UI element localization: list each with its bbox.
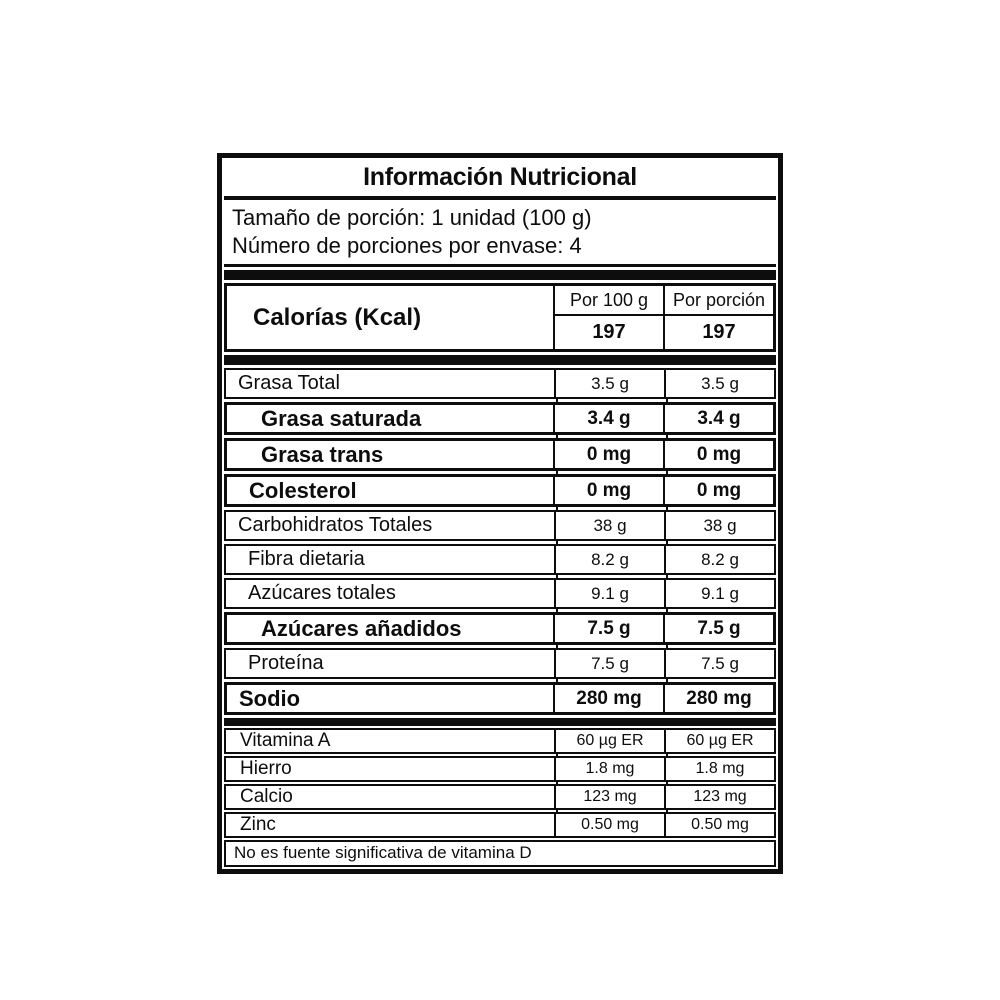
- value-per-100g: 38 g: [554, 512, 664, 539]
- nutrient-name: Grasa Total: [226, 370, 554, 397]
- nutrient-row: Azúcares añadidos 7.5 g 7.5 g: [224, 612, 776, 645]
- nutrient-row: Azúcares totales 9.1 g 9.1 g: [224, 578, 776, 609]
- micronutrient-row: Vitamina A 60 µg ER 60 µg ER: [224, 728, 776, 754]
- nutrient-name: Carbohidratos Totales: [226, 512, 554, 539]
- label-title: Información Nutricional: [224, 160, 776, 200]
- value-per-portion: 3.5 g: [664, 370, 774, 397]
- nutrient-name: Azúcares totales: [226, 580, 554, 607]
- nutrient-row: Carbohidratos Totales 38 g 38 g: [224, 510, 776, 541]
- value-per-100g: 7.5 g: [553, 615, 663, 642]
- calories-section: Calorías (Kcal) Por 100 g Por porción 19…: [224, 283, 776, 352]
- value-per-portion: 9.1 g: [664, 580, 774, 607]
- footnote: No es fuente significativa de vitamina D: [224, 840, 776, 867]
- value-per-100g: 3.4 g: [553, 405, 663, 432]
- value-per-portion: 38 g: [664, 512, 774, 539]
- nutrient-row: Colesterol 0 mg 0 mg: [224, 474, 776, 507]
- per-100g-column-header: Por 100 g: [553, 286, 663, 316]
- value-per-100g: 1.8 mg: [554, 758, 664, 780]
- micronutrient-name: Calcio: [226, 786, 554, 808]
- nutrient-name: Grasa trans: [227, 441, 553, 468]
- nutrient-name: Grasa saturada: [227, 405, 553, 432]
- value-per-portion: 0.50 mg: [664, 814, 774, 836]
- value-per-100g: 123 mg: [554, 786, 664, 808]
- nutrient-name: Colesterol: [227, 477, 553, 504]
- nutrient-row: Grasa trans 0 mg 0 mg: [224, 438, 776, 471]
- value-per-portion: 280 mg: [663, 685, 773, 712]
- servings-per-container-line: Número de porciones por envase: 4: [232, 233, 582, 258]
- serving-info: Tamaño de porción: 1 unidad (100 g) Núme…: [224, 200, 776, 267]
- value-per-100g: 60 µg ER: [554, 730, 664, 752]
- nutrient-row: Proteína 7.5 g 7.5 g: [224, 648, 776, 679]
- value-per-100g: 0.50 mg: [554, 814, 664, 836]
- value-per-portion: 7.5 g: [664, 650, 774, 677]
- micronutrient-name: Zinc: [226, 814, 554, 836]
- nutrient-name: Azúcares añadidos: [227, 615, 553, 642]
- value-per-portion: 60 µg ER: [664, 730, 774, 752]
- value-per-portion: 123 mg: [664, 786, 774, 808]
- nutrition-label: Información Nutricional Tamaño de porció…: [217, 153, 783, 874]
- calories-per-100g-value: 197: [553, 316, 663, 349]
- micronutrient-name: Hierro: [226, 758, 554, 780]
- value-per-100g: 0 mg: [553, 477, 663, 504]
- value-per-portion: 0 mg: [663, 441, 773, 468]
- value-per-100g: 3.5 g: [554, 370, 664, 397]
- nutrient-row: Fibra dietaria 8.2 g 8.2 g: [224, 544, 776, 575]
- nutrient-name: Fibra dietaria: [226, 546, 554, 573]
- value-per-100g: 9.1 g: [554, 580, 664, 607]
- micronutrient-rows: Vitamina A 60 µg ER 60 µg ER Hierro 1.8 mg 1.…: [224, 728, 776, 838]
- micronutrient-row: Hierro 1.8 mg 1.8 mg: [224, 756, 776, 782]
- nutrient-rows: Grasa Total 3.5 g 3.5 g Grasa saturada 3.4 g…: [224, 368, 776, 715]
- nutrient-name: Sodio: [227, 685, 553, 712]
- micronutrient-row: Zinc 0.50 mg 0.50 mg: [224, 812, 776, 838]
- value-per-portion: 0 mg: [663, 477, 773, 504]
- value-per-100g: 280 mg: [553, 685, 663, 712]
- section-divider-calories: [224, 355, 776, 365]
- value-per-100g: 7.5 g: [554, 650, 664, 677]
- serving-size-line: Tamaño de porción: 1 unidad (100 g): [232, 205, 592, 230]
- nutrient-row: Sodio 280 mg 280 mg: [224, 682, 776, 715]
- section-divider-top: [224, 270, 776, 280]
- micronutrient-row: Calcio 123 mg 123 mg: [224, 784, 776, 810]
- value-per-100g: 8.2 g: [554, 546, 664, 573]
- calories-per-portion-value: 197: [663, 316, 773, 349]
- nutrient-row: Grasa saturada 3.4 g 3.4 g: [224, 402, 776, 435]
- value-per-portion: 3.4 g: [663, 405, 773, 432]
- section-divider-micronutrients: [224, 718, 776, 726]
- value-per-portion: 7.5 g: [663, 615, 773, 642]
- per-portion-column-header: Por porción: [663, 286, 773, 316]
- value-per-100g: 0 mg: [553, 441, 663, 468]
- nutrient-name: Proteína: [226, 650, 554, 677]
- calories-label: Calorías (Kcal): [253, 303, 422, 331]
- value-per-portion: 1.8 mg: [664, 758, 774, 780]
- micronutrient-name: Vitamina A: [226, 730, 554, 752]
- value-per-portion: 8.2 g: [664, 546, 774, 573]
- nutrient-row: Grasa Total 3.5 g 3.5 g: [224, 368, 776, 399]
